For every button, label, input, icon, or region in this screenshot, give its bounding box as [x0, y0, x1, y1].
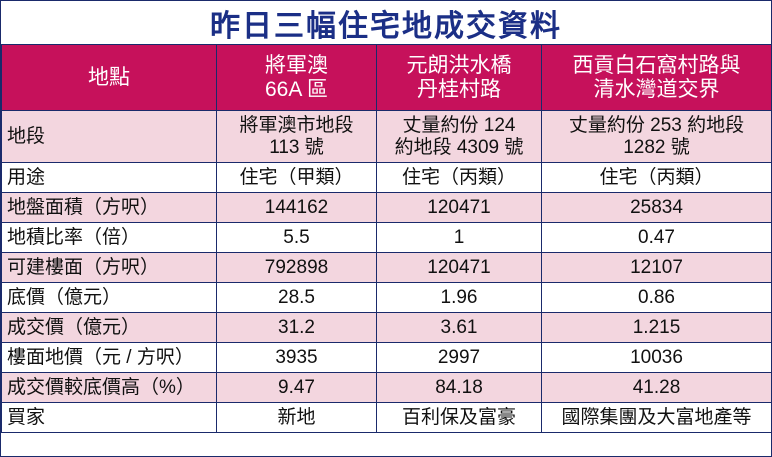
header-site-1-line-2: 66A 區 — [264, 77, 329, 101]
table-cell: 31.2 — [216, 312, 377, 343]
row-label-reserve-price: 底價（億元） — [1, 282, 217, 313]
table-cell: 住宅（丙類） — [541, 162, 772, 193]
table-cell: 3935 — [216, 342, 377, 373]
cell-line: 將軍澳市地段 — [239, 114, 354, 136]
table-cell: 792898 — [216, 252, 377, 283]
table-cell: 41.28 — [541, 372, 772, 403]
header-row: 地點 將軍澳 66A 區 元朗洪水橋 丹桂村路 西貢白石窩村路與 清水灣道交界 — [1, 44, 772, 111]
table-cell: 住宅（甲類） — [216, 162, 377, 193]
table-cell: 0.47 — [541, 222, 772, 253]
row-label-premium-over-reserve: 成交價較底價高（%） — [1, 372, 217, 403]
table-row: 地段 將軍澳市地段 113 號 丈量約份 124 約地段 4309 號 丈量約份… — [1, 110, 772, 163]
land-sale-table: 地點 將軍澳 66A 區 元朗洪水橋 丹桂村路 西貢白石窩村路與 清水灣道交界 … — [1, 44, 772, 433]
table-cell: 120471 — [376, 252, 542, 283]
table-cell: 84.18 — [376, 372, 542, 403]
table-body: 地段 將軍澳市地段 113 號 丈量約份 124 約地段 4309 號 丈量約份… — [1, 110, 772, 433]
table-cell: 1.96 — [376, 282, 542, 313]
table-cell: 0.86 — [541, 282, 772, 313]
table-row: 地盤面積（方呎） 144162 120471 25834 — [1, 192, 772, 223]
table-cell: 百利保及富豪 — [376, 402, 542, 433]
header-site-1: 將軍澳 66A 區 — [216, 44, 377, 111]
cell-lot-site-1: 將軍澳市地段 113 號 — [216, 110, 377, 163]
table-cell: 28.5 — [216, 282, 377, 313]
table-cell: 10036 — [541, 342, 772, 373]
row-label-lot: 地段 — [1, 110, 217, 163]
header-site-1-line-1: 將軍澳 — [265, 53, 328, 77]
header-site-3-line-1: 西貢白石窩村路與 — [572, 53, 741, 77]
table-cell: 住宅（丙類） — [376, 162, 542, 193]
header-site-2-line-1: 元朗洪水橋 — [406, 53, 512, 77]
row-label-gfa: 可建樓面（方呎） — [1, 252, 217, 283]
header-site-3: 西貢白石窩村路與 清水灣道交界 — [541, 44, 772, 111]
table-cell: 1 — [376, 222, 542, 253]
row-label-usage: 用途 — [1, 162, 217, 193]
table-cell: 1.215 — [541, 312, 772, 343]
row-label-site-area: 地盤面積（方呎） — [1, 192, 217, 223]
row-label-plot-ratio: 地積比率（倍） — [1, 222, 217, 253]
header-location-label: 地點 — [1, 44, 217, 111]
row-label-deal-price: 成交價（億元） — [1, 312, 217, 343]
table-cell: 9.47 — [216, 372, 377, 403]
table-row: 用途 住宅（甲類） 住宅（丙類） 住宅（丙類） — [1, 162, 772, 193]
table-cell: 3.61 — [376, 312, 542, 343]
table-cell: 國際集團及大富地產等 — [541, 402, 772, 433]
row-label-accommodation-value: 樓面地價（元 / 方呎） — [1, 342, 217, 373]
table-row: 地積比率（倍） 5.5 1 0.47 — [1, 222, 772, 253]
table-cell: 新地 — [216, 402, 377, 433]
table-header: 地點 將軍澳 66A 區 元朗洪水橋 丹桂村路 西貢白石窩村路與 清水灣道交界 — [1, 44, 772, 111]
cell-line: 丈量約份 253 約地段 — [568, 114, 745, 136]
header-site-2: 元朗洪水橋 丹桂村路 — [376, 44, 542, 111]
table-row: 樓面地價（元 / 方呎） 3935 2997 10036 — [1, 342, 772, 373]
table-cell: 120471 — [376, 192, 542, 223]
table-row: 成交價（億元） 31.2 3.61 1.215 — [1, 312, 772, 343]
table-cell: 5.5 — [216, 222, 377, 253]
cell-line: 113 號 — [269, 136, 324, 158]
cell-lot-site-3: 丈量約份 253 約地段 1282 號 — [541, 110, 772, 163]
page-title: 昨日三幅住宅地成交資料 — [210, 8, 562, 44]
header-site-3-line-2: 清水灣道交界 — [593, 77, 720, 101]
table-row: 買家 新地 百利保及富豪 國際集團及大富地產等 — [1, 402, 772, 433]
cell-line: 1282 號 — [623, 136, 690, 158]
table-row: 可建樓面（方呎） 792898 120471 12107 — [1, 252, 772, 283]
header-site-2-line-2: 丹桂村路 — [417, 77, 501, 101]
table-row: 底價（億元） 28.5 1.96 0.86 — [1, 282, 772, 313]
table-cell: 144162 — [216, 192, 377, 223]
table-cell: 25834 — [541, 192, 772, 223]
table-row: 成交價較底價高（%） 9.47 84.18 41.28 — [1, 372, 772, 403]
table-cell: 12107 — [541, 252, 772, 283]
cell-line: 丈量約份 124 — [402, 114, 516, 136]
row-label-buyer: 買家 — [1, 402, 217, 433]
cell-lot-site-2: 丈量約份 124 約地段 4309 號 — [376, 110, 542, 163]
table-cell: 2997 — [376, 342, 542, 373]
cell-line: 約地段 4309 號 — [394, 136, 524, 158]
